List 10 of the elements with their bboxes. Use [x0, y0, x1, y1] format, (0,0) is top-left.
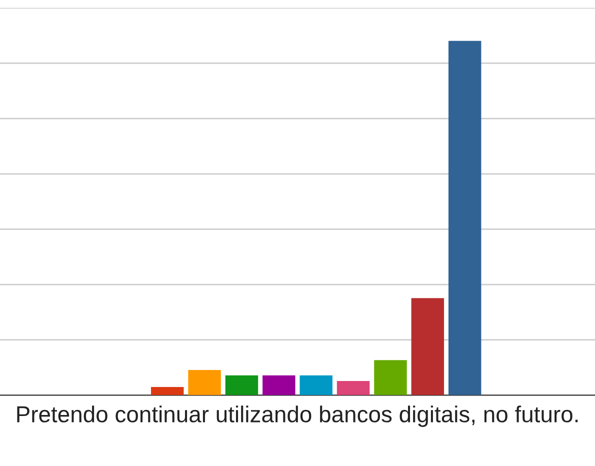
- bar: [150, 387, 184, 396]
- bar: [300, 375, 332, 396]
- bar: [336, 380, 370, 396]
- bar: [188, 370, 221, 396]
- bar: [225, 375, 258, 396]
- bar: [448, 40, 482, 396]
- bar: [374, 360, 407, 396]
- x-axis-title: Pretendo continuar utilizando bancos digitais, no futuro.: [17, 406, 578, 427]
- bar: [262, 375, 296, 396]
- bar: [411, 298, 444, 396]
